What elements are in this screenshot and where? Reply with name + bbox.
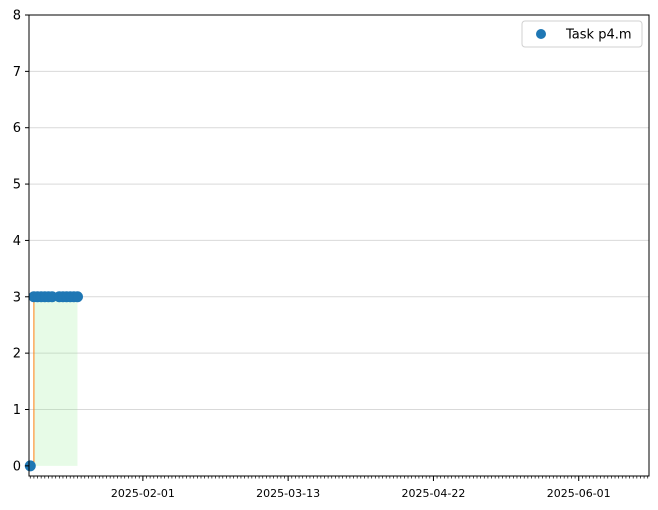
y-tick-label: 5: [13, 178, 21, 193]
y-tick-label: 2: [13, 347, 21, 362]
y-axis: 0 1 2 3 4 5 6 7 8: [13, 9, 29, 474]
y-tick-label: 7: [13, 65, 21, 80]
area-fill: [30, 296, 78, 466]
grid-lines: [29, 14, 649, 410]
data-points: [24, 291, 83, 472]
x-tick-label: 2025-03-13: [256, 487, 320, 500]
legend-label: Task p4.m: [565, 28, 632, 43]
y-tick-label: 0: [13, 459, 21, 474]
plot-frame: [28, 14, 650, 477]
y-tick-label: 8: [13, 9, 21, 24]
data-point: [71, 291, 83, 303]
x-tick-label: 2025-06-01: [547, 487, 611, 500]
y-tick-label: 4: [13, 234, 21, 249]
y-tick-label: 1: [13, 403, 21, 418]
y-tick-label: 3: [13, 290, 21, 305]
legend-box: [521, 20, 643, 48]
x-axis: 2025-02-01 2025-03-13 2025-04-22 2025-06-01: [29, 476, 649, 500]
legend: Task p4.m: [521, 20, 643, 48]
y-tick-label: 6: [13, 121, 21, 136]
x-tick-label: 2025-04-22: [401, 487, 465, 500]
series-area: [30, 296, 78, 466]
x-tick-label: 2025-02-01: [111, 487, 175, 500]
legend-marker-icon: [536, 29, 546, 39]
